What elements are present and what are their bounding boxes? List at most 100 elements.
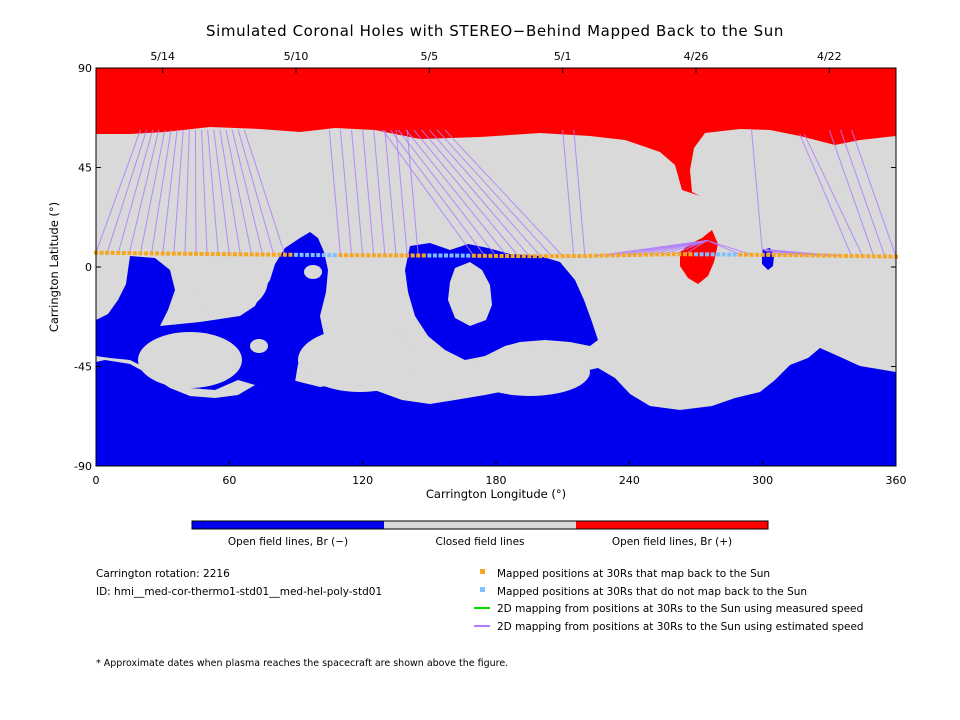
mapping-line — [684, 240, 708, 255]
mapping-lines — [96, 129, 896, 257]
trajectory-point-unmapped — [427, 253, 432, 258]
legend-label-maps-back: Mapped positions at 30Rs that map back t… — [497, 568, 770, 580]
mapping-line — [673, 240, 708, 255]
trajectory-point-mapped — [271, 252, 276, 257]
trajectory-point-mapped — [260, 252, 265, 257]
mapping-line — [373, 129, 386, 256]
trajectory-point-mapped — [888, 254, 893, 259]
trajectory-point-mapped — [766, 252, 771, 257]
colorbar-label-closed: Closed field lines — [435, 536, 524, 548]
trajectory-point-mapped — [788, 253, 793, 258]
south-polar-hole — [96, 348, 896, 466]
mapping-line — [706, 239, 752, 256]
trajectory-point-mapped — [132, 251, 137, 256]
trajectory-point-mapped — [199, 251, 204, 256]
trajectory-point-mapped — [877, 254, 882, 259]
trajectory-point-mapped — [555, 254, 560, 259]
mapping-line — [851, 129, 896, 257]
trajectory-point-unmapped — [444, 253, 448, 258]
trajectory-point-mapped — [621, 253, 626, 258]
trajectory-point-unmapped — [449, 253, 454, 258]
closed-island — [298, 328, 422, 392]
y-axis-ticks: 90 45 0 -45 -90 — [74, 62, 896, 473]
trajectory-point-mapped — [210, 252, 215, 257]
trajectory-point-unmapped — [321, 253, 326, 258]
date-tick-label: 4/26 — [684, 50, 709, 63]
trajectory-point-mapped — [149, 251, 154, 256]
trajectory-point-mapped — [399, 253, 404, 258]
trajectory-point-unmapped — [299, 252, 304, 257]
mapping-line — [225, 129, 253, 255]
date-tick-label: 5/10 — [284, 50, 309, 63]
trajectory-point-mapped — [249, 252, 254, 257]
trajectory-point-mapped — [632, 252, 637, 257]
trajectory-point-mapped — [388, 253, 393, 258]
trajectory-point-mapped — [116, 250, 121, 255]
trajectory-point-mapped — [571, 253, 576, 258]
legend-label-no-map: Mapped positions at 30Rs that do not map… — [497, 586, 807, 598]
trajectory-point-unmapped — [716, 252, 721, 257]
trajectory-point-mapped — [482, 253, 487, 258]
trajectory-points — [94, 250, 898, 259]
closed-island — [250, 339, 268, 353]
trajectory-point-mapped — [405, 253, 410, 258]
trajectory-point-mapped — [771, 252, 776, 257]
mapping-line — [573, 129, 586, 256]
trajectory-point-unmapped — [727, 252, 732, 257]
trajectory-point-mapped — [688, 252, 693, 257]
closed-island — [448, 262, 492, 326]
coronal-hole-map — [96, 68, 896, 466]
mapping-line — [362, 129, 375, 256]
trajectory-point-mapped — [505, 253, 510, 258]
trajectory-point-mapped — [499, 253, 504, 258]
trajectory-point-mapped — [582, 253, 587, 258]
legend-marker-maps-back — [480, 569, 485, 574]
mapping-line — [397, 129, 497, 257]
mapping-line — [562, 129, 575, 257]
trajectory-point-mapped — [516, 254, 521, 259]
colorbar-label-negative: Open field lines, Br (−) — [228, 536, 348, 548]
y-tick-label: -45 — [74, 361, 92, 374]
legend-label-estimated: 2D mapping from positions at 30Rs to the… — [497, 621, 864, 633]
trajectory-point-mapped — [849, 253, 854, 258]
trajectory-point-mapped — [371, 253, 376, 258]
trajectory-point-unmapped — [438, 253, 443, 258]
trajectory-point-mapped — [566, 254, 571, 259]
trajectory-point-mapped — [655, 252, 660, 257]
mapping-line — [96, 129, 141, 253]
mapping-line — [428, 129, 541, 257]
trajectory-point-mapped — [382, 253, 387, 258]
mapping-line — [390, 129, 486, 257]
mapping-line — [243, 129, 286, 255]
trajectory-point-mapped — [205, 251, 210, 256]
date-tick-label: 5/5 — [420, 50, 438, 63]
x-tick-label: 0 — [93, 474, 100, 487]
trajectory-point-mapped — [288, 252, 293, 257]
trajectory-point-mapped — [588, 253, 593, 258]
x-tick-label: 360 — [886, 474, 907, 487]
mapping-line — [194, 129, 197, 254]
trajectory-point-mapped — [355, 253, 360, 258]
trajectory-point-mapped — [671, 252, 676, 257]
trajectory-point-mapped — [277, 252, 282, 257]
trajectory-point-mapped — [216, 252, 221, 257]
trajectory-point-mapped — [177, 251, 182, 256]
trajectory-point-mapped — [266, 252, 271, 257]
trajectory-point-unmapped — [466, 253, 471, 258]
trajectory-point-mapped — [827, 253, 832, 258]
trajectory-point-mapped — [155, 251, 160, 256]
trajectory-point-mapped — [105, 250, 110, 255]
trajectory-point-unmapped — [332, 253, 337, 258]
trajectory-point-mapped — [99, 250, 104, 255]
mapping-line — [706, 240, 741, 256]
mapping-line — [839, 129, 886, 257]
trajectory-point-mapped — [577, 253, 582, 258]
legend-marker-no-map — [480, 587, 485, 592]
mapping-line — [201, 129, 208, 254]
footnote: * Approximate dates when plasma reaches … — [96, 658, 508, 669]
x-axis-label: Carrington Longitude (°) — [426, 487, 566, 501]
trajectory-point-unmapped — [310, 253, 315, 258]
trajectory-point-mapped — [871, 254, 876, 259]
trajectory-point-mapped — [416, 253, 421, 258]
trajectory-point-mapped — [527, 254, 532, 259]
